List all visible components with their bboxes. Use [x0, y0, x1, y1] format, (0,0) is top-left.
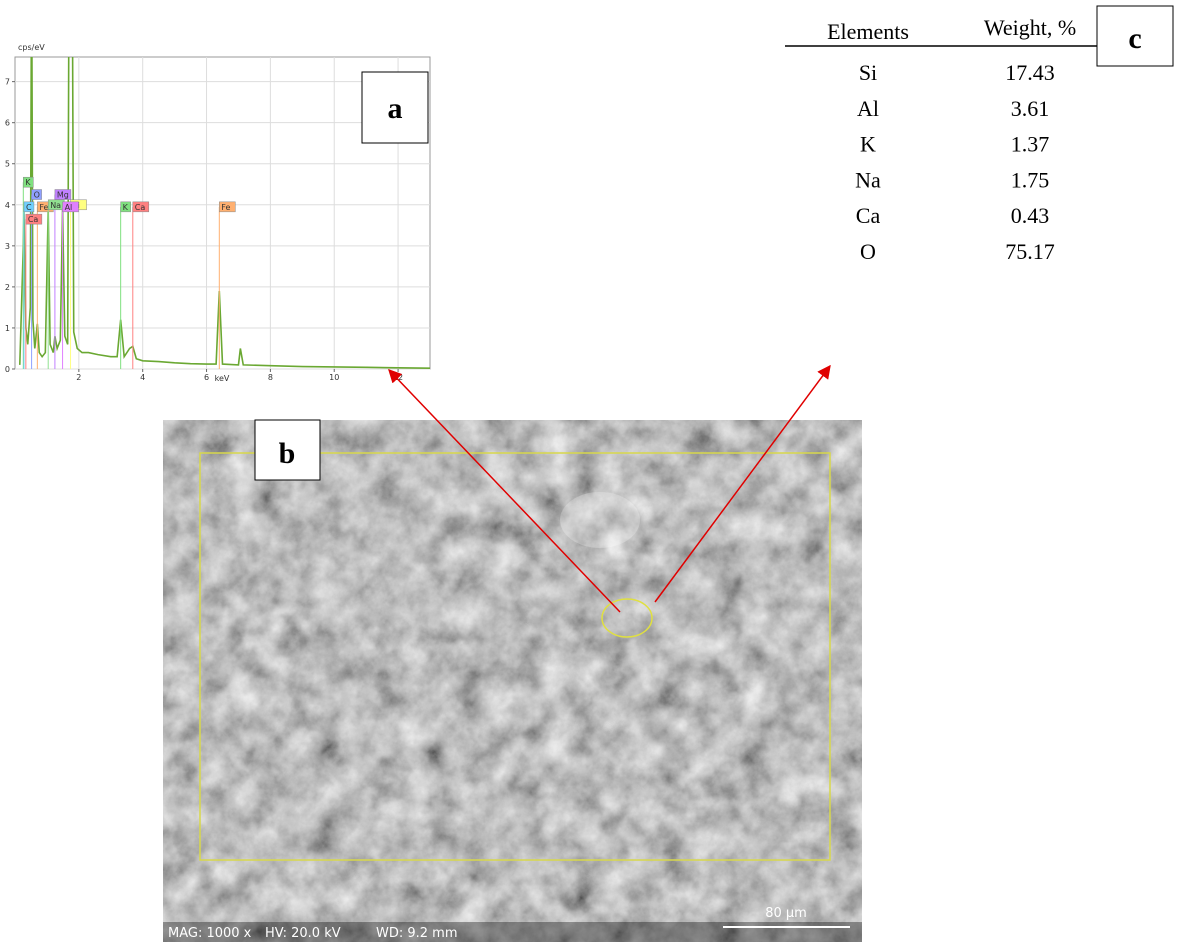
element-name: O — [860, 239, 876, 264]
working-distance: WD: 9.2 mm — [376, 926, 458, 941]
y-tick-label: 3 — [5, 242, 10, 251]
y-tick-label: 6 — [5, 119, 10, 128]
y-tick-label: 5 — [5, 160, 10, 169]
page: {"chart_data": {"type": "line", "y_label… — [0, 0, 1186, 942]
panel-label: c — [1128, 22, 1141, 55]
element-label: Mg — [57, 191, 69, 200]
element-label: Fe — [221, 203, 230, 212]
table: Elements Weight, % Si 17.43 Al 3.61 K 1.37 Na 1… — [785, 15, 1100, 264]
element-label: Fe — [39, 203, 48, 212]
element-label: C — [26, 203, 32, 212]
column-header: Elements — [827, 19, 909, 44]
panel-label: b — [279, 437, 296, 470]
element-name: K — [860, 132, 876, 157]
element-label: Ca — [135, 203, 146, 212]
x-tick-label: 10 — [329, 373, 339, 382]
x-tick-label: 8 — [268, 373, 273, 382]
weight-value: 1.75 — [1011, 167, 1050, 192]
element-label: K — [123, 203, 129, 212]
y-tick-label: 2 — [5, 283, 10, 292]
scale-bar-label: 80 µm — [765, 906, 807, 921]
figure: cps/eV keV 0123456724681012KOMgCFeNaSiAl… — [0, 0, 1186, 942]
element-label: Al — [65, 203, 73, 212]
y-tick-label: 0 — [5, 365, 10, 374]
weight-value: 17.43 — [1005, 60, 1055, 85]
element-name: Ca — [856, 203, 881, 228]
column-header: Weight, % — [984, 15, 1076, 40]
weight-value: 3.61 — [1011, 96, 1050, 121]
x-tick-label: 6 — [204, 373, 209, 382]
voltage: HV: 20.0 kV — [265, 926, 341, 941]
y-tick-label: 7 — [5, 78, 10, 87]
element-label: Na — [50, 201, 61, 210]
x-axis-label: keV — [215, 374, 230, 383]
element-label: O — [34, 191, 40, 200]
y-tick-label: 1 — [5, 324, 10, 333]
weight-value: 75.17 — [1005, 239, 1055, 264]
x-tick-label: 12 — [393, 373, 403, 382]
weight-value: 0.43 — [1011, 203, 1050, 228]
element-name: Al — [857, 96, 879, 121]
element-name: Si — [859, 60, 877, 85]
element-label: Ca — [28, 215, 39, 224]
bright-region — [560, 492, 640, 548]
element-label: K — [25, 178, 31, 187]
x-tick-label: 4 — [140, 373, 145, 382]
y-axis-label: cps/eV — [18, 43, 45, 52]
y-tick-label: 4 — [5, 201, 10, 210]
weight-value: 1.37 — [1011, 132, 1050, 157]
x-tick-label: 2 — [76, 373, 81, 382]
magnification: MAG: 1000 x — [168, 926, 252, 941]
spectrum-chart: cps/eV keV 0123456724681012KOMgCFeNaSiAl… — [5, 0, 430, 383]
element-name: Na — [855, 167, 881, 192]
panel-label: a — [388, 92, 403, 125]
